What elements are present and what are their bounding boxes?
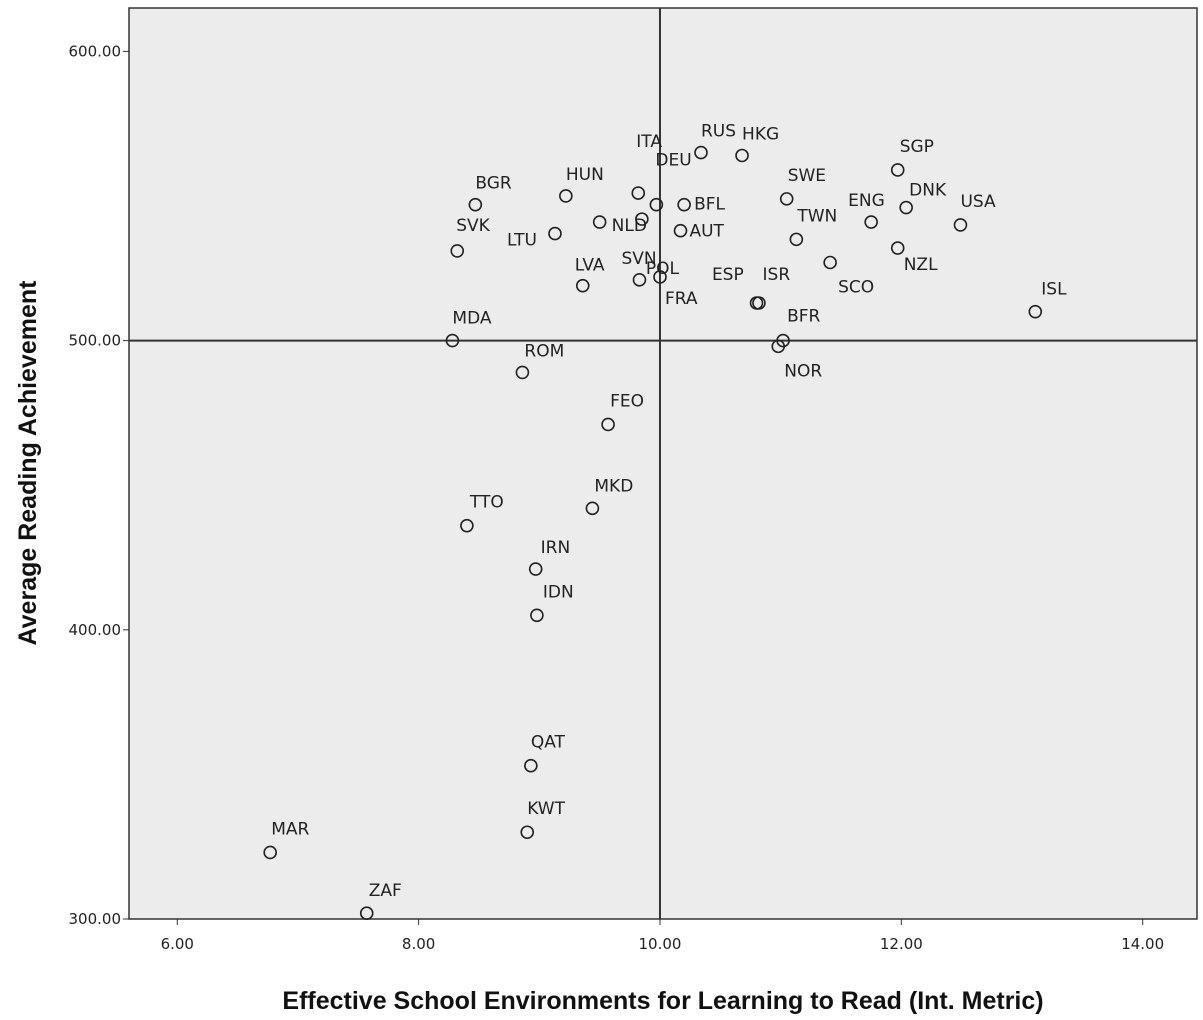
x-axis: 6.00 8.00 10.00 12.00 14.00 [161, 919, 1164, 953]
x-axis-title: Effective School Environments for Learni… [282, 987, 1043, 1015]
data-label-dnk: DNK [909, 181, 947, 201]
data-label-qat: QAT [531, 733, 566, 753]
data-point-pol [635, 212, 649, 226]
data-label-lva: LVA [575, 256, 605, 276]
data-point-lva [575, 278, 590, 293]
data-point-usa [953, 218, 968, 232]
data-point-hun [559, 189, 573, 203]
data-point-sco [823, 255, 837, 270]
data-label-bgr: BGR [475, 174, 512, 194]
data-point-rom [515, 365, 530, 380]
x-tick-label: 10.00 [639, 935, 682, 953]
data-point-hkg [735, 148, 749, 163]
data-label-mar: MAR [271, 819, 309, 839]
x-tick-label: 12.00 [880, 935, 923, 953]
data-label-swe: SWE [788, 166, 826, 186]
data-label-isl: ISL [1041, 280, 1067, 300]
data-label-sco: SCO [838, 278, 874, 298]
data-point-dnk [899, 200, 913, 215]
data-label-isr: ISR [763, 265, 791, 285]
data-point-bgr [468, 197, 483, 212]
x-tick-label: 6.00 [161, 935, 194, 953]
data-label-nzl: NZL [904, 255, 938, 275]
data-label-hkg: HKG [742, 124, 779, 144]
plot-area [128, 7, 1198, 920]
data-label-ltu: LTU [507, 231, 537, 251]
data-point-mda [445, 333, 460, 348]
data-label-rus: RUS [701, 122, 736, 142]
data-label-fra: FRA [665, 289, 698, 309]
data-label-irn: IRN [541, 538, 571, 558]
data-point-nld [592, 215, 607, 229]
data-point-svn [632, 273, 647, 287]
data-point-idn [530, 608, 544, 623]
data-label-eng: ENG [848, 191, 885, 211]
data-label-mda: MDA [452, 309, 491, 329]
data-point-nzl [890, 241, 905, 255]
data-label-rom: ROM [524, 341, 564, 361]
y-axis: 300.00 400.00 500.00 600.00 [69, 42, 129, 928]
data-label-kwt: KWT [527, 799, 565, 819]
data-point-isl [1028, 304, 1043, 319]
data-label-bfl: BFL [694, 195, 725, 215]
data-label-zaf: ZAF [369, 881, 402, 901]
y-tick-label: 300.00 [69, 910, 122, 928]
data-point-irn [528, 562, 543, 576]
data-point-sgp [890, 163, 905, 177]
data-point-feo [601, 417, 615, 432]
data-label-aut: AUT [689, 222, 724, 242]
y-axis-title: Average Reading Achievement [14, 280, 42, 646]
y-tick-label: 500.00 [69, 332, 122, 350]
data-label-idn: IDN [543, 582, 574, 602]
data-label-sgp: SGP [900, 137, 934, 157]
data-label-svk: SVK [456, 216, 490, 236]
data-label-nor: NOR [784, 361, 822, 381]
data-points [263, 145, 1043, 921]
data-point-qat [524, 758, 538, 773]
data-point-zaf [359, 906, 374, 921]
data-point-aut [673, 223, 688, 238]
data-label-pol: POL [646, 259, 680, 279]
data-point-fra [653, 270, 667, 284]
data-point-ltu [548, 226, 562, 241]
data-point-tto [460, 518, 474, 533]
data-label-feo: FEO [610, 391, 644, 411]
data-label-hun: HUN [566, 165, 604, 185]
data-label-tto: TTO [469, 493, 504, 513]
data-point-mkd [585, 501, 600, 516]
data-label-svn: SVN [621, 249, 656, 269]
data-point-isr [749, 296, 764, 310]
y-tick-label: 600.00 [69, 42, 122, 60]
data-point-nor [771, 339, 786, 354]
data-label-esp: ESP [712, 265, 744, 285]
y-tick-label: 400.00 [69, 621, 122, 639]
data-label-ita: ITA [636, 132, 662, 152]
data-label-mkd: MKD [594, 476, 633, 496]
x-tick-label: 8.00 [402, 935, 435, 953]
data-label-bfr: BFR [787, 307, 820, 327]
data-point-eng [864, 215, 878, 229]
data-point-twn [789, 232, 804, 247]
data-label-usa: USA [960, 192, 996, 212]
data-point-kwt [520, 825, 535, 840]
data-point-deu [649, 197, 664, 212]
reference-lines [129, 8, 1197, 919]
data-point-bfl [677, 197, 691, 212]
data-point-svk [450, 244, 465, 258]
data-label-deu: DEU [655, 151, 691, 171]
data-point-swe [779, 192, 794, 206]
x-tick-label: 14.00 [1121, 935, 1164, 953]
data-label-twn: TWN [796, 206, 837, 226]
data-point-ita [631, 186, 646, 200]
data-point-mar [263, 845, 277, 860]
data-label-nld: NLD [612, 216, 647, 236]
data-point-rus [694, 145, 708, 160]
